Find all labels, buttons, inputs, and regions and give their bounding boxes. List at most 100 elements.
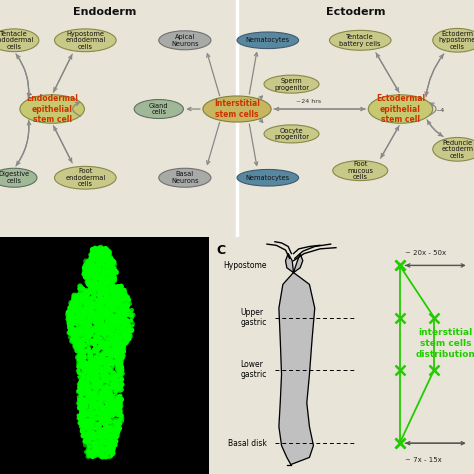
Point xyxy=(108,263,116,270)
Point xyxy=(85,345,93,352)
Point xyxy=(113,344,120,352)
Point xyxy=(79,432,86,439)
Point xyxy=(92,309,100,317)
Point xyxy=(78,343,85,350)
Point xyxy=(111,406,119,414)
Point xyxy=(109,315,117,323)
Point xyxy=(123,330,131,337)
Point xyxy=(89,290,97,298)
Point xyxy=(104,390,111,398)
Point xyxy=(80,346,87,354)
Point xyxy=(84,274,91,282)
Point xyxy=(104,253,111,261)
Point xyxy=(104,432,112,439)
Point xyxy=(124,337,132,345)
Point xyxy=(95,430,102,438)
Point xyxy=(109,365,116,372)
Point xyxy=(94,274,102,282)
Point xyxy=(115,377,123,385)
Point xyxy=(77,389,85,396)
Point xyxy=(90,293,97,301)
Point xyxy=(125,325,133,333)
Point xyxy=(115,315,123,323)
Point xyxy=(106,430,114,438)
Point xyxy=(109,346,117,354)
Point xyxy=(80,291,87,298)
Point xyxy=(91,324,99,332)
Point xyxy=(81,264,89,272)
Point xyxy=(94,352,101,359)
Point xyxy=(77,313,84,321)
Point xyxy=(80,369,88,377)
Point xyxy=(72,313,79,321)
Point xyxy=(90,312,98,319)
Point xyxy=(77,300,84,307)
Point xyxy=(114,282,121,290)
Point xyxy=(92,253,100,260)
Point xyxy=(91,250,98,257)
Point xyxy=(77,302,85,310)
Point xyxy=(76,386,84,394)
Point xyxy=(72,316,79,324)
Point xyxy=(94,295,102,302)
Point xyxy=(98,330,106,338)
Point xyxy=(111,306,119,313)
Point xyxy=(91,332,98,340)
Point xyxy=(104,440,112,447)
Point xyxy=(97,313,105,320)
Point xyxy=(96,449,104,457)
Point xyxy=(91,346,98,354)
Point xyxy=(83,257,91,265)
Text: Endoderm: Endoderm xyxy=(73,7,136,17)
Point xyxy=(87,411,95,419)
Point xyxy=(117,324,125,331)
Point xyxy=(90,332,98,340)
Point xyxy=(81,348,89,356)
Point xyxy=(90,289,98,297)
Point xyxy=(91,256,99,264)
Point xyxy=(92,253,100,260)
Point xyxy=(92,329,100,337)
Point xyxy=(80,404,88,412)
Point xyxy=(104,303,111,310)
Point xyxy=(78,414,86,421)
Point xyxy=(93,270,100,277)
Point xyxy=(81,410,89,417)
Point xyxy=(111,330,118,338)
Point xyxy=(115,386,123,394)
Point xyxy=(92,372,100,380)
Point xyxy=(113,404,120,411)
Point xyxy=(120,286,128,294)
Text: Upper
gastric: Upper gastric xyxy=(241,308,267,327)
Point xyxy=(74,345,82,352)
Point xyxy=(91,316,99,323)
Point xyxy=(91,359,98,366)
Point xyxy=(68,337,75,345)
Point xyxy=(95,255,102,263)
Point xyxy=(107,273,115,281)
Point xyxy=(82,274,90,282)
Point xyxy=(86,449,94,457)
Point xyxy=(100,268,107,276)
Point xyxy=(89,398,96,405)
Point xyxy=(93,281,100,288)
Point xyxy=(100,323,108,331)
Point xyxy=(75,295,82,302)
Point xyxy=(102,245,110,252)
Point xyxy=(112,425,120,433)
Point xyxy=(110,444,118,452)
Point xyxy=(89,299,96,306)
Point xyxy=(97,303,104,310)
Point xyxy=(78,422,85,429)
Point xyxy=(91,370,99,378)
Point xyxy=(99,411,107,419)
Point xyxy=(92,377,100,385)
Point xyxy=(102,303,109,311)
Point xyxy=(72,300,80,308)
Point xyxy=(89,303,97,310)
Point xyxy=(88,363,96,371)
Point xyxy=(109,431,117,439)
Point xyxy=(94,356,101,364)
Point xyxy=(117,283,125,290)
Point xyxy=(100,275,108,283)
